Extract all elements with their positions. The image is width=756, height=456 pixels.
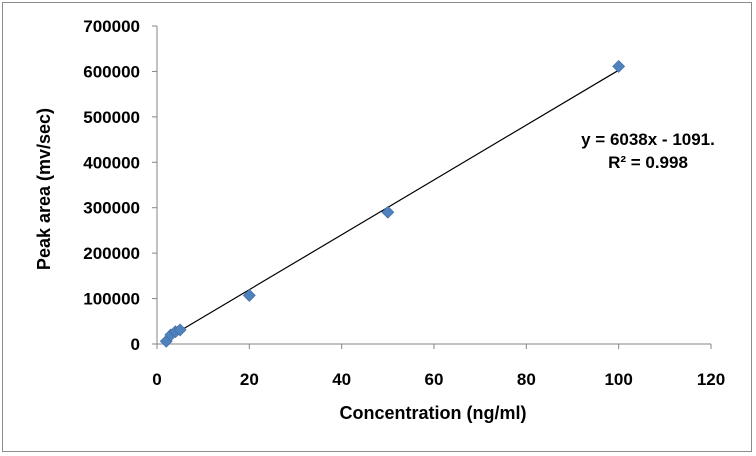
- data-point: [242, 288, 256, 302]
- x-tick-label: 40: [332, 370, 351, 389]
- y-tick-label: 200000: [83, 244, 140, 263]
- y-tick-label: 500000: [83, 108, 140, 127]
- data-points: [159, 60, 626, 348]
- data-point: [612, 60, 626, 73]
- y-tick-label: 400000: [83, 153, 140, 172]
- y-tick-label: 600000: [83, 62, 140, 81]
- x-axis-title: Concentration (ng/ml): [340, 403, 527, 423]
- axes: [152, 25, 712, 349]
- trendline-equation: y = 6038x - 1091.: [581, 130, 715, 149]
- x-tick-label: 120: [697, 370, 725, 389]
- y-tick-label: 700000: [83, 17, 140, 36]
- x-tick-label: 20: [240, 370, 259, 389]
- chart-frame: [2, 2, 752, 452]
- y-tick-label: 0: [131, 335, 140, 354]
- tick-labels: 0 100000 200000 300000 400000 500000 600000 700…: [83, 17, 725, 389]
- x-tick-label: 0: [152, 370, 161, 389]
- y-tick-label: 100000: [83, 290, 140, 309]
- x-tick-label: 60: [425, 370, 444, 389]
- x-tick-label: 100: [604, 370, 632, 389]
- y-axis-title: Peak area (mv/sec): [34, 108, 54, 270]
- x-tick-label: 80: [517, 370, 536, 389]
- data-point: [381, 205, 395, 219]
- r-squared-label: R² = 0.998: [608, 153, 688, 172]
- trendline-group: [165, 69, 619, 340]
- data-point: [173, 323, 187, 337]
- y-tick-label: 300000: [83, 199, 140, 218]
- trendline: [165, 69, 619, 340]
